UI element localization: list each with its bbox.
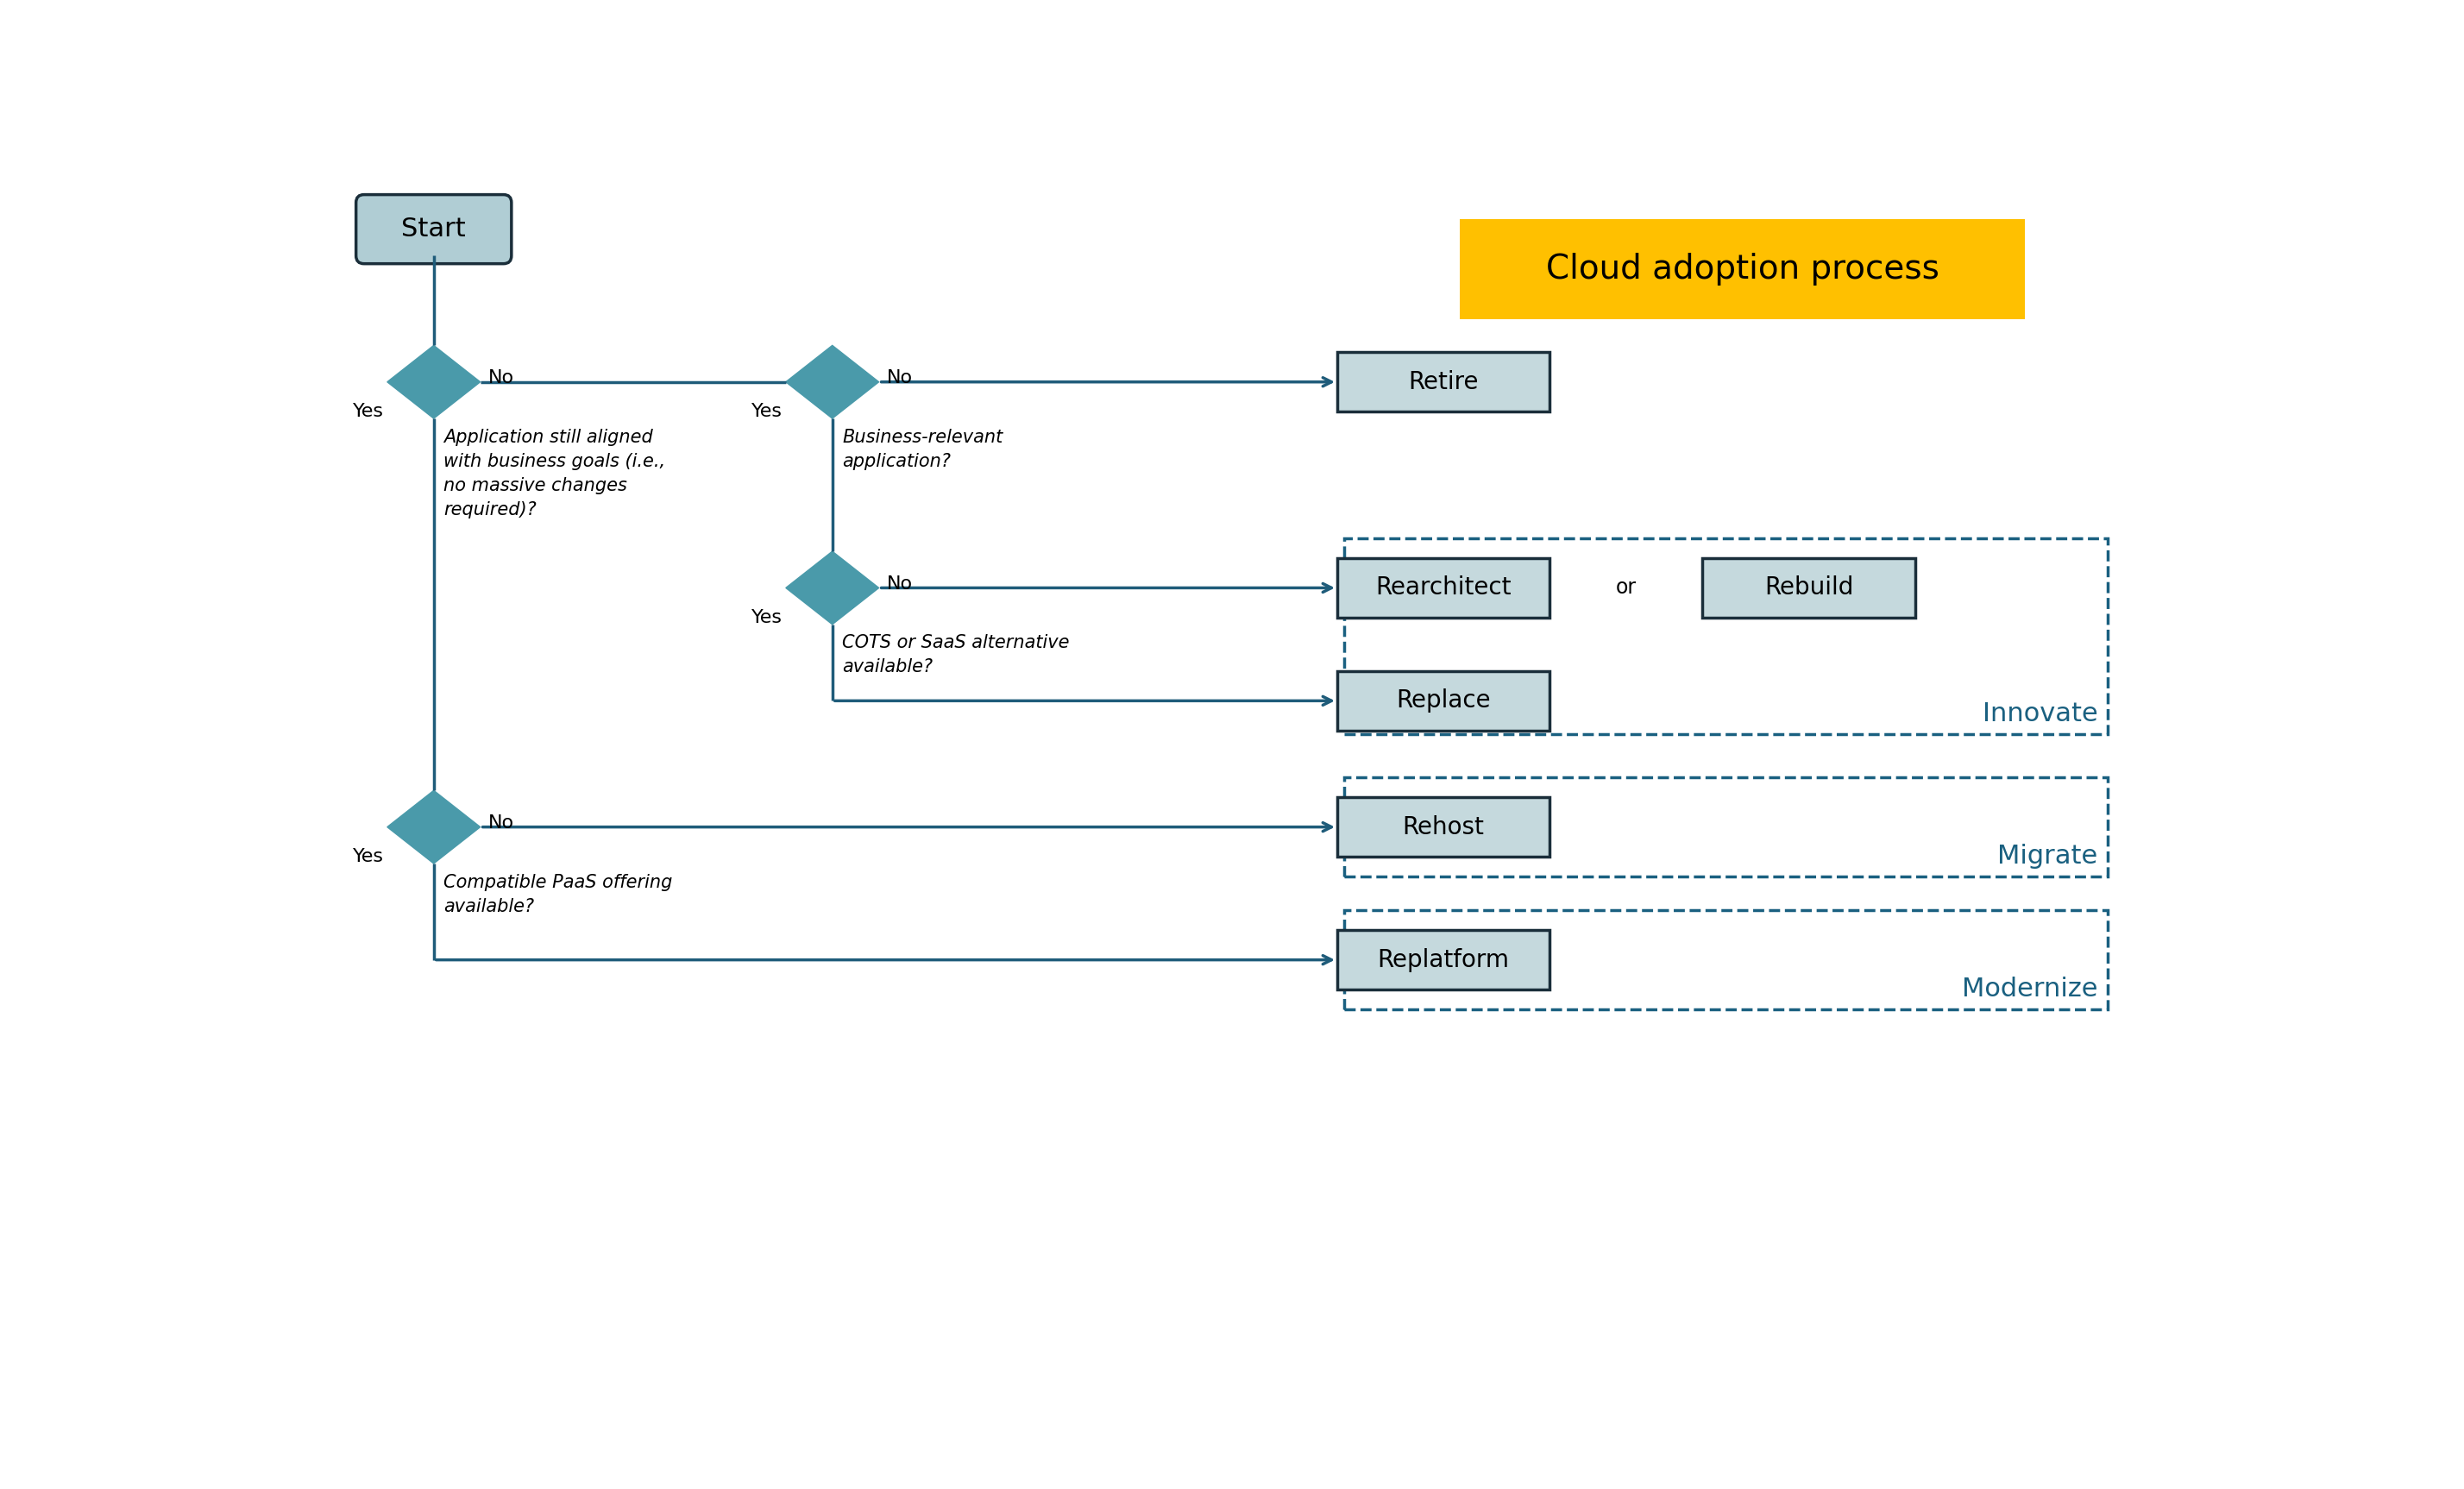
Bar [1703,558,1915,618]
Bar [1338,351,1550,412]
Text: Yes: Yes [352,404,384,420]
Text: Cloud adoption process: Cloud adoption process [1545,253,1939,286]
Text: No: No [887,575,912,593]
Polygon shape [786,551,880,624]
Text: Migrate: Migrate [1998,844,2097,870]
Text: Business-relevant
application?: Business-relevant application? [843,429,1003,471]
Text: Application still aligned
with business goals (i.e.,
no massive changes
required: Application still aligned with business … [444,429,665,518]
Text: Modernize: Modernize [1961,977,2097,1002]
Text: Rehost: Rehost [1402,814,1483,840]
Text: Replace: Replace [1397,689,1491,713]
Text: Yes: Yes [352,849,384,865]
Text: Compatible PaaS offering
available?: Compatible PaaS offering available? [444,874,673,914]
Text: Innovate: Innovate [1984,701,2097,727]
Text: Yes: Yes [752,609,784,627]
FancyBboxPatch shape [355,195,513,264]
Bar [1338,672,1550,731]
Bar [1343,538,2107,734]
Text: Start: Start [402,217,466,241]
Polygon shape [786,345,880,418]
Bar [1338,558,1550,618]
Bar [1338,931,1550,990]
Text: COTS or SaaS alternative
available?: COTS or SaaS alternative available? [843,634,1069,676]
Text: No: No [488,369,515,387]
Text: Retire: Retire [1409,369,1478,395]
Text: No: No [488,814,515,832]
Bar [1461,219,2025,319]
Text: Rebuild: Rebuild [1764,576,1853,600]
Text: Replatform: Replatform [1377,948,1510,972]
Polygon shape [387,791,480,864]
Bar [1343,910,2107,1010]
Polygon shape [387,345,480,418]
Text: No: No [887,369,912,387]
Bar [1338,797,1550,856]
Text: Rearchitect: Rearchitect [1375,576,1510,600]
Text: Yes: Yes [752,404,784,420]
Text: or: or [1616,578,1636,599]
Bar [1343,777,2107,877]
